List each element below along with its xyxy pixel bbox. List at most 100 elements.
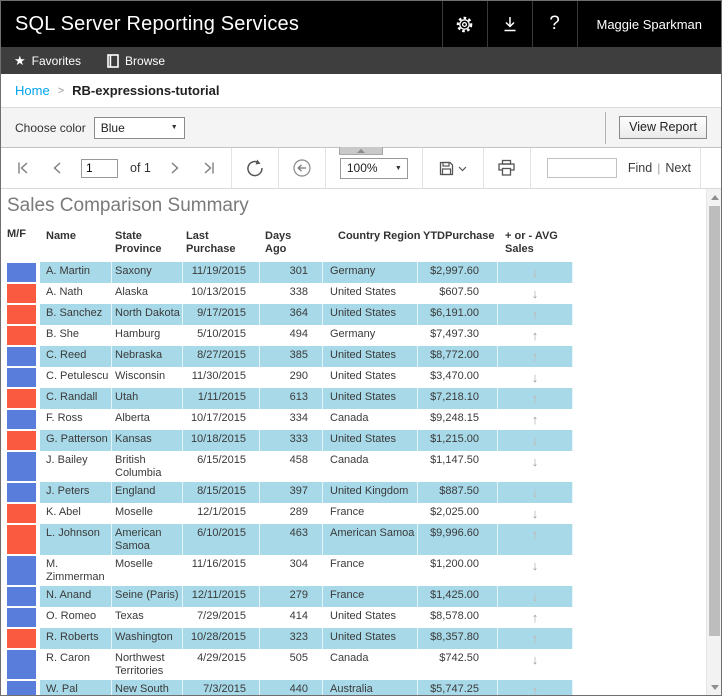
trend-arrow-icon: ↓ <box>531 589 539 604</box>
back-arrow-icon <box>292 158 312 178</box>
trend-arrow-icon: ↑ <box>531 391 539 406</box>
last-page-button[interactable] <box>195 155 221 181</box>
scroll-down-icon <box>710 684 719 690</box>
days-ago-cell: 323 <box>260 628 323 649</box>
breadcrumb-home-link[interactable]: Home <box>15 83 50 98</box>
next-page-button[interactable] <box>161 155 187 181</box>
browse-icon <box>107 53 119 68</box>
scrollbar-down-button[interactable] <box>707 679 721 695</box>
trend-arrow-icon: ↑ <box>531 412 539 427</box>
table-row[interactable]: R. Roberts Washington 10/28/2015 323 Uni… <box>7 628 573 649</box>
trend-cell: ↑ <box>498 409 573 430</box>
gender-color-swatch <box>7 389 36 408</box>
browse-label: Browse <box>125 53 166 68</box>
find-text-input[interactable] <box>546 158 617 178</box>
table-row[interactable]: C. Randall Utah 1/11/2015 613 United Sta… <box>7 388 573 409</box>
country-cell: United States <box>323 430 418 451</box>
table-row[interactable]: C. Reed Nebraska 8/27/2015 385 United St… <box>7 346 573 367</box>
print-button[interactable] <box>494 155 520 181</box>
color-select-value: Blue <box>100 120 125 135</box>
trend-cell: ↓ <box>498 555 573 586</box>
table-row[interactable]: F. Ross Alberta 10/17/2015 334 Canada $9… <box>7 409 573 430</box>
color-select[interactable]: Blue ▼ <box>93 116 185 139</box>
trend-cell: ↓ <box>498 586 573 607</box>
download-button[interactable] <box>486 1 532 47</box>
nav-favorites[interactable]: ★ Favorites <box>14 54 81 68</box>
table-row[interactable]: O. Romeo Texas 7/29/2015 414 United Stat… <box>7 607 573 628</box>
previous-page-button[interactable] <box>45 155 71 181</box>
vertical-scrollbar[interactable] <box>706 189 721 695</box>
col-header-name: Name <box>46 230 76 242</box>
table-row[interactable]: M. Zimmerman Moselle 11/16/2015 304 Fran… <box>7 555 573 586</box>
country-cell: Australia <box>323 680 418 695</box>
table-row[interactable]: J. Peters England 8/15/2015 397 United K… <box>7 482 573 503</box>
help-button[interactable]: ? <box>531 1 577 47</box>
next-link[interactable]: Next <box>665 161 692 175</box>
gender-color-swatch <box>7 326 36 345</box>
save-export-button[interactable] <box>433 155 473 181</box>
scroll-up-icon <box>710 194 719 200</box>
trend-cell: ↑ <box>498 388 573 409</box>
user-menu[interactable]: Maggie Sparkman <box>576 1 722 47</box>
view-report-button[interactable]: View Report <box>619 116 707 139</box>
trend-arrow-icon: ↑ <box>531 631 539 646</box>
last-purchase-cell: 10/28/2015 <box>183 628 260 649</box>
collapse-parameters-handle[interactable] <box>339 147 383 155</box>
scrollbar-up-button[interactable] <box>707 189 721 205</box>
ytd-purchase-cell: $2,997.60 <box>418 262 498 283</box>
table-row[interactable]: A. Nath Alaska 10/13/2015 338 United Sta… <box>7 283 573 304</box>
days-ago-cell: 385 <box>260 346 323 367</box>
country-cell: United States <box>323 304 418 325</box>
settings-button[interactable] <box>441 1 487 47</box>
state-cell: Hamburg <box>112 325 183 346</box>
table-row[interactable]: R. Caron Northwest Territories 4/29/2015… <box>7 649 573 680</box>
nav-browse[interactable]: Browse <box>107 54 165 68</box>
col-header-last-purchase: Last Purchase <box>186 230 236 255</box>
state-cell: England <box>112 482 183 503</box>
report-toolbar: of 1 100% ▼ <box>1 147 721 189</box>
table-row[interactable]: L. Johnson American Samoa 6/10/2015 463 … <box>7 524 573 555</box>
name-cell: C. Randall <box>40 388 112 409</box>
parameter-bar: Choose color Blue ▼ View Report <box>1 107 721 148</box>
table-row[interactable]: B. Sanchez North Dakota 9/17/2015 364 Un… <box>7 304 573 325</box>
table-row[interactable]: J. Bailey British Columbia 6/15/2015 458… <box>7 451 573 482</box>
table-row[interactable]: K. Abel Moselle 12/1/2015 289 France $2,… <box>7 503 573 524</box>
trend-cell: ↑ <box>498 680 573 695</box>
trend-arrow-icon: ↑ <box>531 328 539 343</box>
name-cell: R. Roberts <box>40 628 112 649</box>
gender-color-cell <box>7 451 36 482</box>
refresh-button[interactable] <box>242 155 268 181</box>
days-ago-cell: 301 <box>260 262 323 283</box>
current-page-input[interactable] <box>81 158 118 178</box>
days-ago-cell: 279 <box>260 586 323 607</box>
first-page-button[interactable] <box>11 155 37 181</box>
ytd-purchase-cell: $6,191.00 <box>418 304 498 325</box>
table-row[interactable]: N. Anand Seine (Paris) 12/11/2015 279 Fr… <box>7 586 573 607</box>
table-row[interactable]: B. She Hamburg 5/10/2015 494 Germany $7,… <box>7 325 573 346</box>
zoom-select[interactable]: 100% ▼ <box>339 157 408 179</box>
back-button[interactable] <box>289 155 315 181</box>
toolbar-divider <box>230 148 232 188</box>
find-link[interactable]: Find <box>627 161 653 175</box>
ytd-purchase-cell: $9,996.60 <box>418 524 498 555</box>
table-row[interactable]: A. Martin Saxony 11/19/2015 301 Germany … <box>7 262 573 283</box>
days-ago-cell: 364 <box>260 304 323 325</box>
gender-color-cell <box>7 649 36 680</box>
table-row[interactable]: G. Patterson Kansas 10/18/2015 333 Unite… <box>7 430 573 451</box>
gender-color-swatch <box>7 681 36 695</box>
country-cell: United States <box>323 367 418 388</box>
ytd-purchase-cell: $1,147.50 <box>418 451 498 482</box>
table-row[interactable]: W. Pal New South Wales 7/3/2015 440 Aust… <box>7 680 573 695</box>
favorites-label: Favorites <box>31 53 82 68</box>
scrollbar-thumb[interactable] <box>709 206 720 636</box>
last-purchase-cell: 7/29/2015 <box>183 607 260 628</box>
trend-cell: ↑ <box>498 325 573 346</box>
days-ago-cell: 613 <box>260 388 323 409</box>
state-cell: Texas <box>112 607 183 628</box>
trend-arrow-icon: ↓ <box>531 485 539 500</box>
gender-color-cell <box>7 346 36 367</box>
state-cell: Wisconsin <box>112 367 183 388</box>
help-icon: ? <box>549 13 560 34</box>
table-row[interactable]: C. Petulescu Wisconsin 11/30/2015 290 Un… <box>7 367 573 388</box>
choose-color-label: Choose color <box>15 120 86 135</box>
